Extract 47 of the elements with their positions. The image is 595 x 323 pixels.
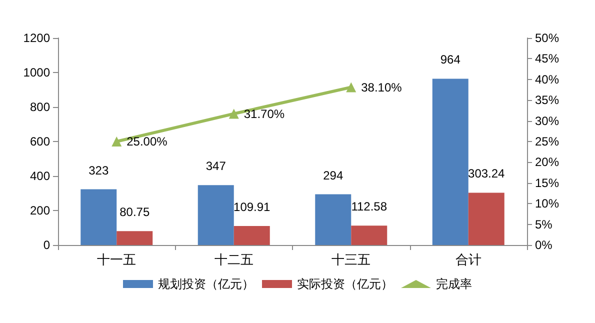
y-tick-label: 200 (30, 204, 50, 218)
data-label: 31.70% (244, 106, 285, 121)
y2-tick-label: 30% (535, 114, 560, 128)
data-label: 80.75 (120, 205, 150, 220)
bar (80, 189, 117, 245)
y2-tick-label: 15% (535, 176, 560, 190)
y-tick-label: 800 (30, 100, 50, 114)
data-label: 323 (88, 163, 109, 178)
bar (315, 194, 352, 245)
data-label: 109.91 (234, 200, 271, 214)
bar (234, 226, 270, 245)
x-tick-label: 十二五 (214, 252, 254, 267)
bar (198, 185, 234, 245)
y2-tick-label: 25% (535, 134, 560, 148)
y2-tick-label: 10% (535, 196, 560, 211)
legend-label: 规划投资（亿元） (158, 277, 254, 291)
y-tick-label: 400 (30, 169, 50, 183)
y-tick-label: 1200 (23, 31, 50, 45)
bar (116, 231, 153, 245)
y-tick-label: 600 (30, 134, 50, 148)
x-tick-label: 合计 (455, 252, 482, 267)
x-tick-label: 十三五 (332, 252, 371, 267)
y2-tick-label: 50% (535, 31, 560, 45)
data-label: 964 (440, 52, 461, 67)
data-label: 303.24 (468, 166, 506, 181)
x-tick-label: 十一五 (97, 252, 136, 267)
bar (468, 192, 504, 245)
legend-label: 完成率 (436, 277, 472, 291)
y2-tick-label: 5% (535, 217, 553, 232)
data-label: 38.10% (361, 80, 402, 94)
y-tick-label: 0 (43, 238, 50, 252)
point (228, 108, 239, 119)
y2-tick-label: 40% (535, 72, 560, 86)
y2-tick-label: 45% (535, 52, 560, 66)
y2-tick-label: 20% (535, 155, 560, 170)
data-label: 112.58 (351, 200, 388, 214)
point (112, 136, 122, 146)
data-label: 25.00% (126, 134, 168, 148)
legend-label: 实际投资（亿元） (297, 277, 393, 291)
y2-tick-label: 0% (535, 238, 553, 252)
y-tick-label: 1000 (23, 66, 50, 80)
point (346, 82, 356, 92)
data-label: 294 (323, 168, 344, 182)
data-label: 347 (206, 159, 226, 174)
y2-tick-label: 35% (535, 93, 560, 108)
bar (351, 226, 388, 245)
bar (432, 78, 468, 245)
